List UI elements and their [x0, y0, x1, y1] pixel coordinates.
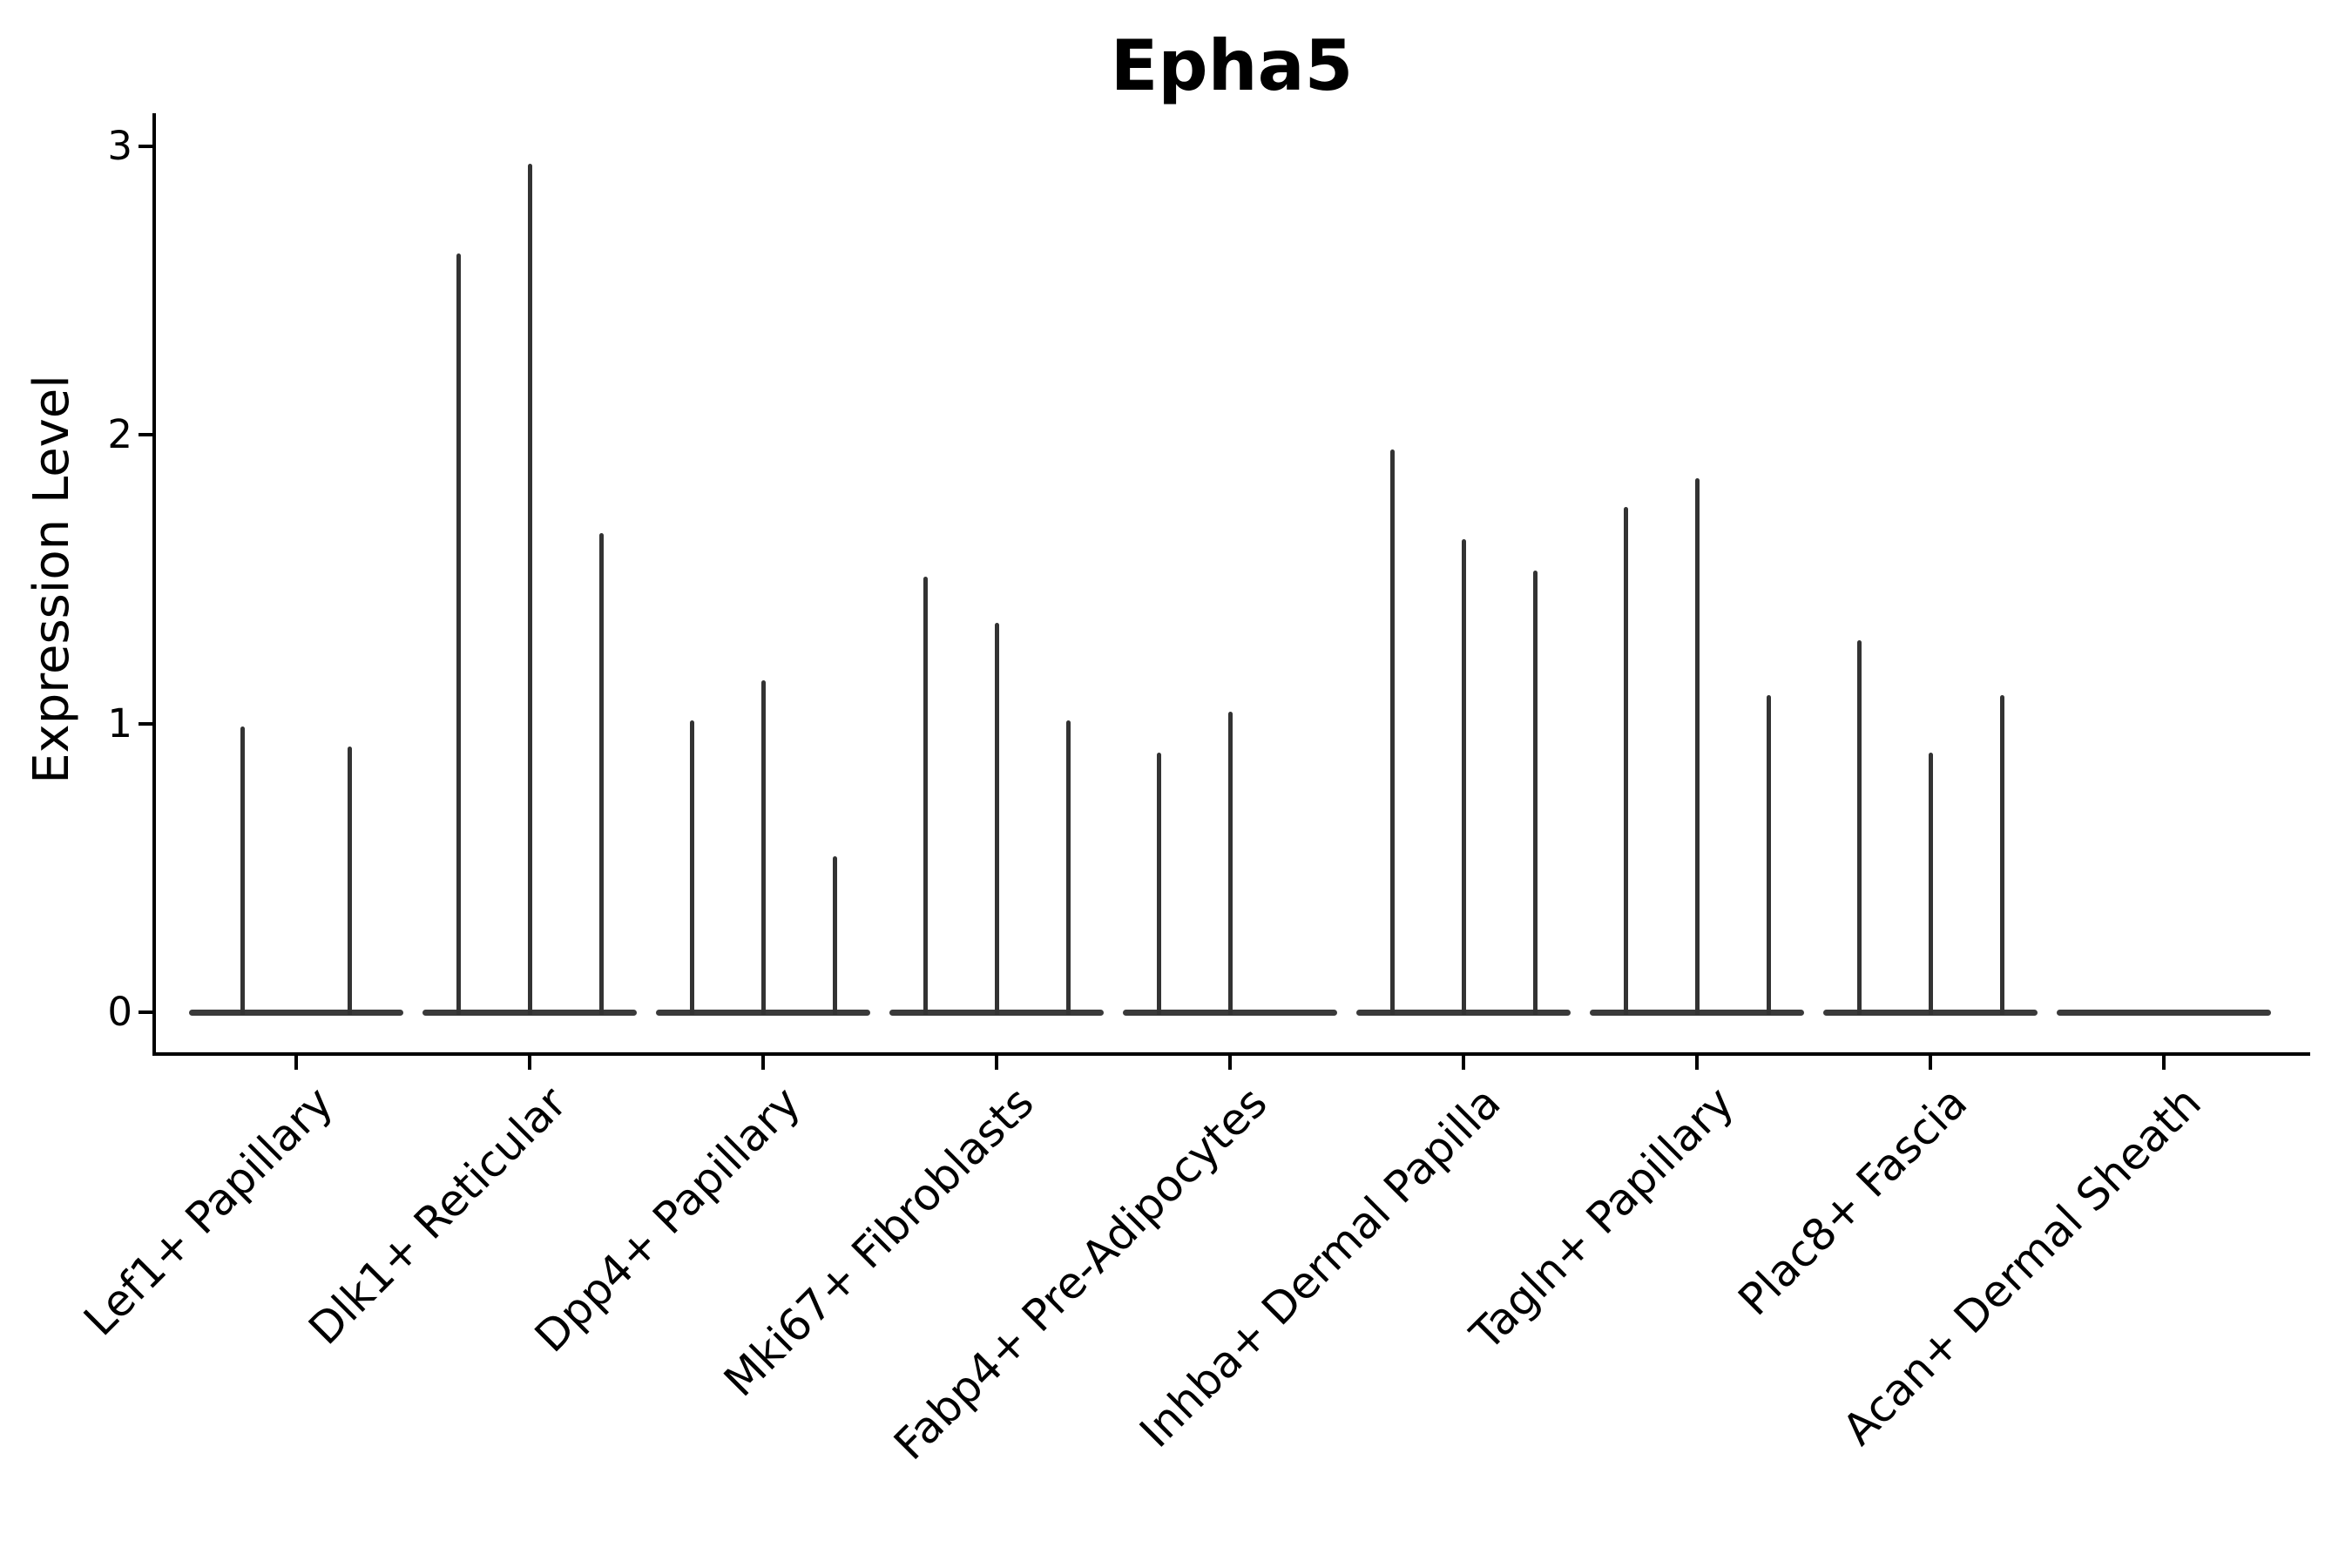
violin-spike — [994, 622, 999, 1015]
x-tick — [761, 1052, 765, 1070]
y-tick — [139, 433, 152, 437]
violin-spike — [1532, 571, 1538, 1015]
x-tick-label: Tagln+ Papillary — [1461, 1077, 1744, 1360]
violin-spike — [689, 720, 694, 1015]
violin-spike — [1856, 639, 1862, 1015]
violin-spike — [598, 533, 604, 1015]
x-tick — [1462, 1052, 1465, 1070]
violin-spike — [760, 680, 766, 1015]
x-tick-label: Fabp4+ Pre-Adipocytes — [884, 1077, 1277, 1470]
x-tick — [1929, 1052, 1932, 1070]
violin-spike — [240, 727, 245, 1015]
y-axis-line — [152, 113, 156, 1056]
violin-spike — [1156, 752, 1161, 1015]
violin-spike — [1694, 478, 1700, 1015]
violin-spike — [1999, 694, 2004, 1015]
x-tick — [2162, 1052, 2166, 1070]
violin-spike — [923, 576, 928, 1015]
plot-title: Epha5 — [1110, 25, 1354, 106]
violin-baseline — [189, 1009, 403, 1016]
violin-spike — [1623, 507, 1628, 1015]
y-axis-label-box: Expression Level — [0, 145, 105, 1012]
x-tick — [995, 1052, 998, 1070]
violin-spike — [832, 856, 837, 1015]
x-tick — [1695, 1052, 1699, 1070]
x-tick — [1228, 1052, 1232, 1070]
y-tick — [139, 1010, 152, 1014]
violin-spike — [1389, 449, 1395, 1015]
y-tick-label: 0 — [107, 989, 132, 1035]
x-tick — [294, 1052, 298, 1070]
y-tick-label: 3 — [107, 123, 132, 170]
x-tick-label: Plac8+ Fascia — [1728, 1077, 1977, 1326]
violin-spike — [1766, 694, 1771, 1015]
violin-spike — [348, 747, 352, 1015]
y-tick-label: 2 — [107, 411, 132, 458]
y-tick — [139, 721, 152, 726]
violin-spike — [527, 163, 532, 1015]
x-tick-label: Dlk1+ Reticular — [299, 1077, 577, 1355]
y-tick — [139, 145, 152, 149]
violin-spike — [1065, 720, 1071, 1015]
violin-spike — [1461, 538, 1466, 1015]
violin-spike — [1227, 712, 1233, 1015]
x-tick-label: Lef1+ Papillary — [74, 1077, 343, 1346]
violin-baseline — [2057, 1009, 2271, 1016]
violin-spike — [1928, 752, 1933, 1015]
y-tick-label: 1 — [107, 700, 132, 747]
x-tick — [528, 1052, 531, 1070]
violin-spike — [456, 253, 461, 1015]
